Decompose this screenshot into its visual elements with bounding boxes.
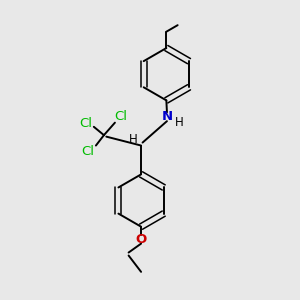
Text: O: O	[136, 233, 147, 246]
Text: H: H	[128, 133, 137, 146]
Text: H: H	[175, 116, 184, 129]
Text: Cl: Cl	[114, 110, 127, 123]
Text: Cl: Cl	[81, 145, 94, 158]
Text: N: N	[161, 110, 172, 123]
Text: Cl: Cl	[79, 117, 92, 130]
